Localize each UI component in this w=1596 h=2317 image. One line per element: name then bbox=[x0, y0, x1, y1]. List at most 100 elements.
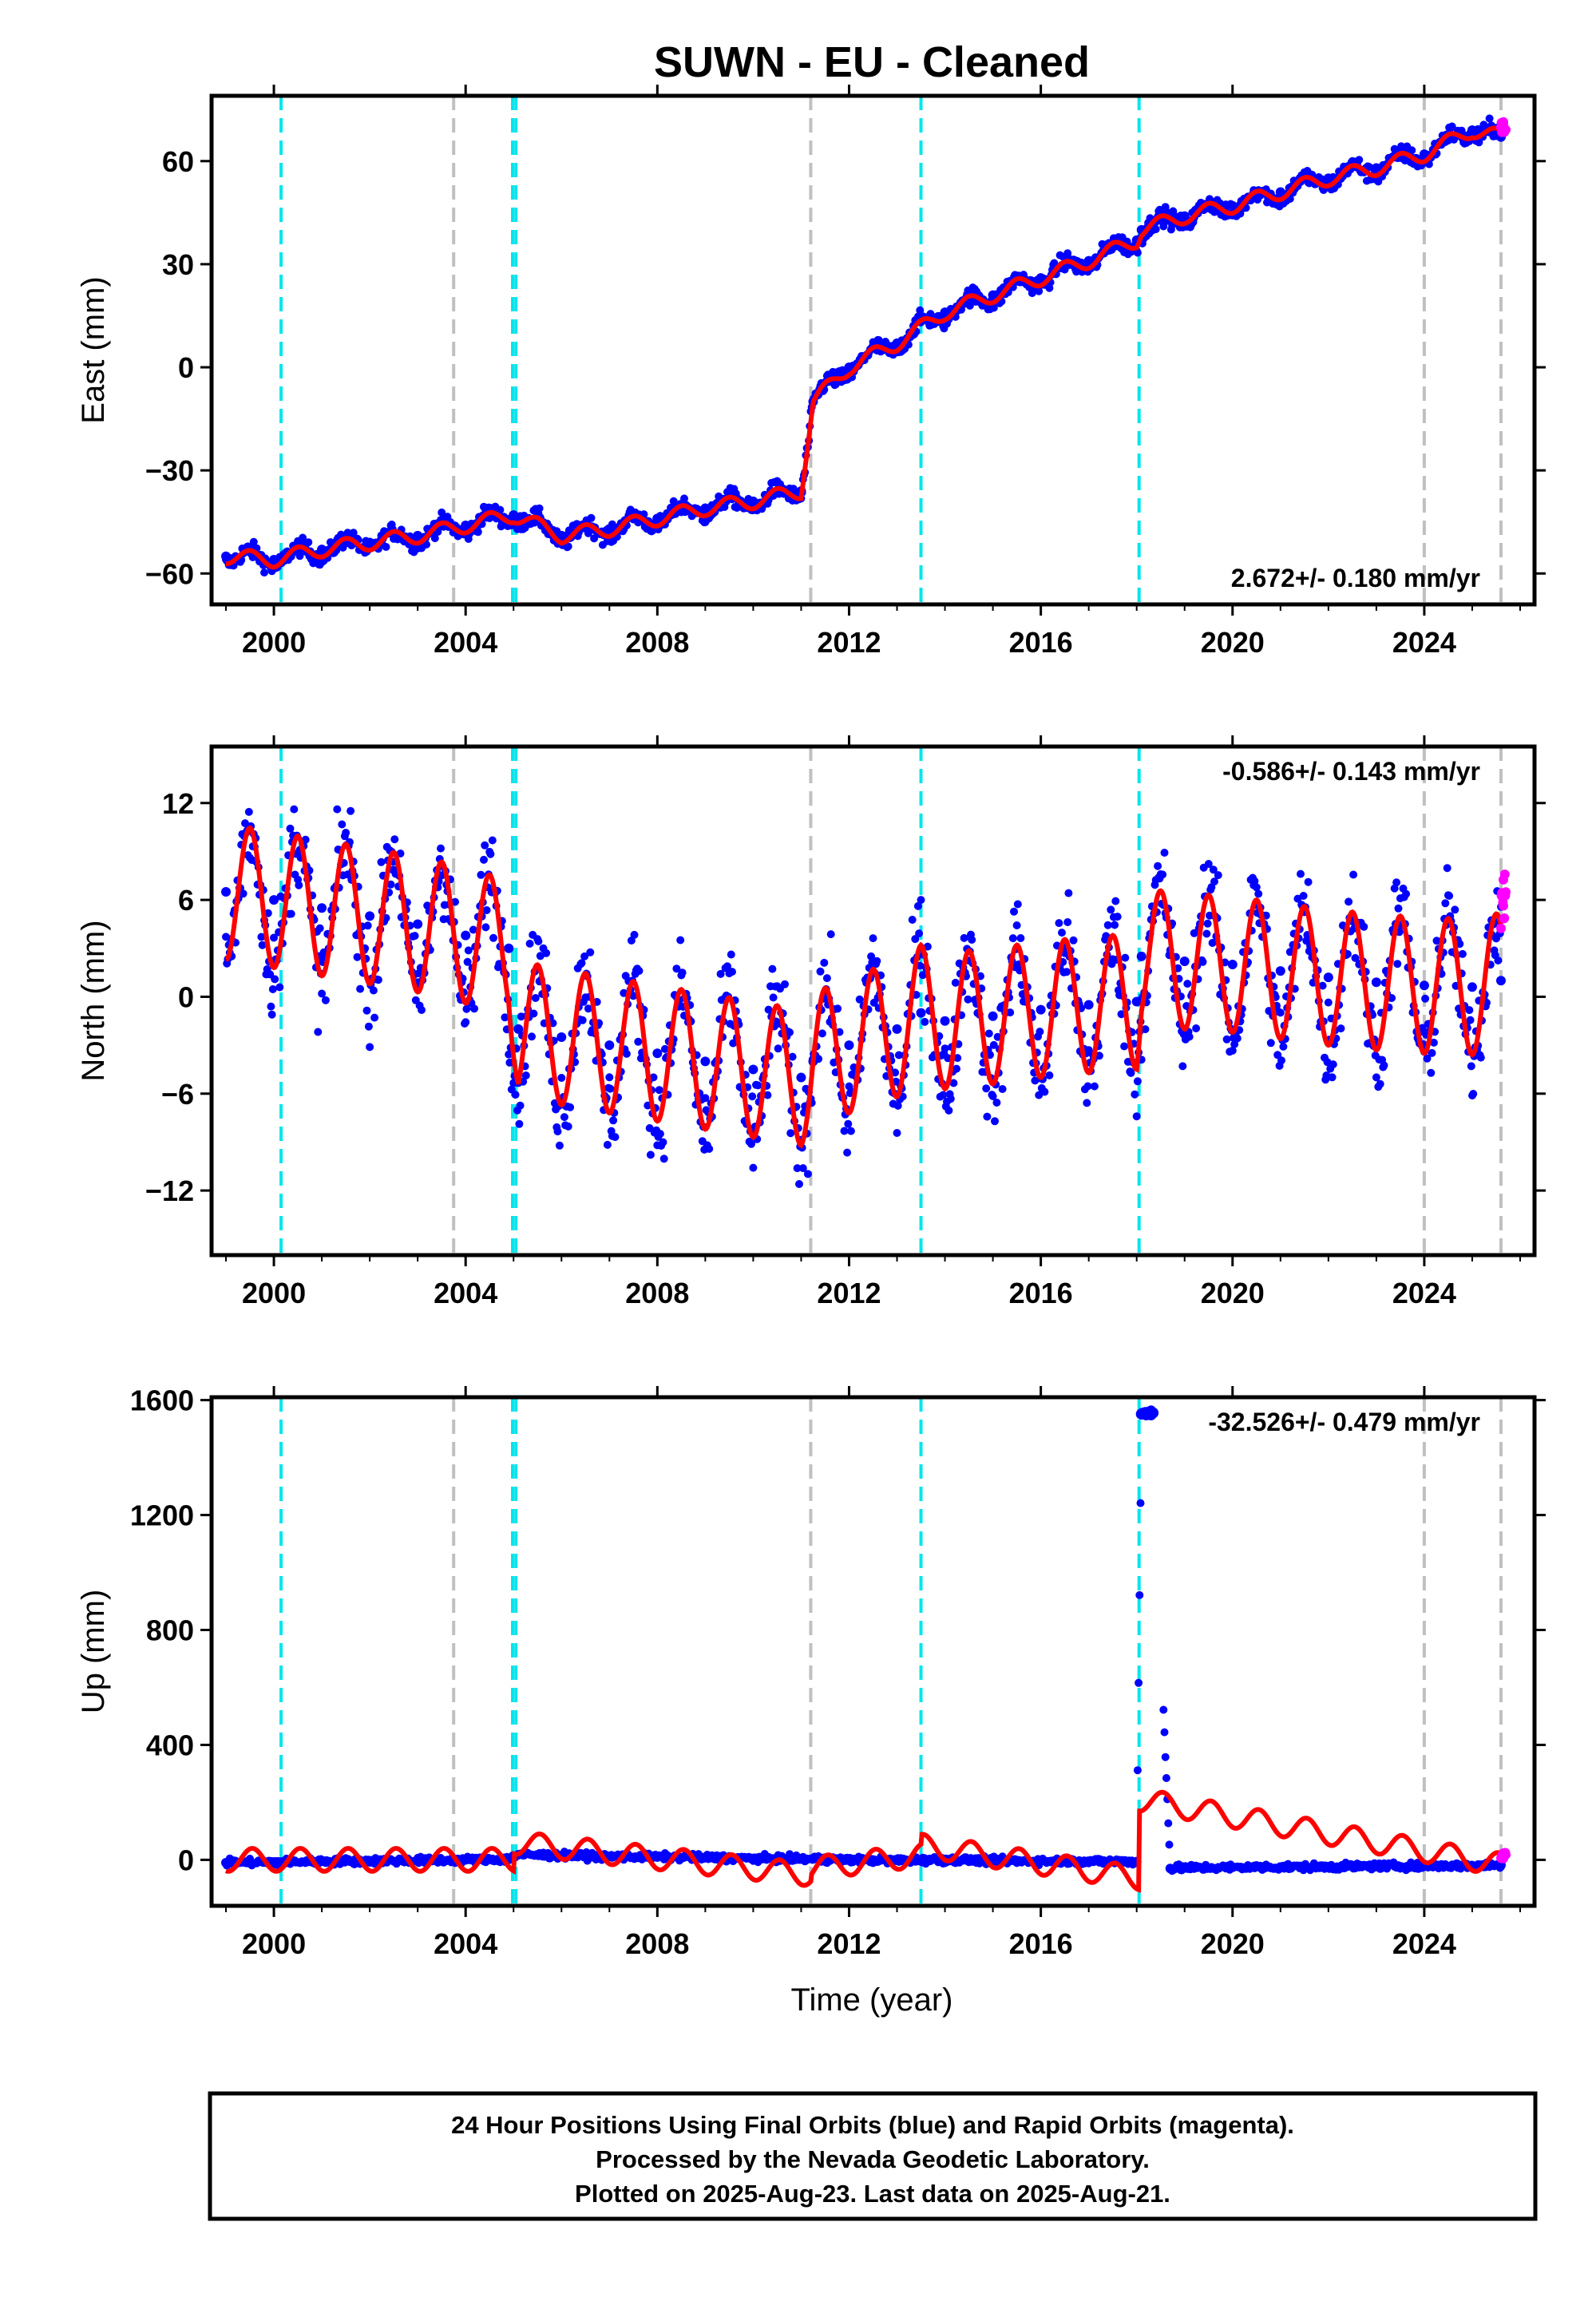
final-point bbox=[1275, 187, 1285, 197]
final-point bbox=[892, 1856, 902, 1866]
y-axis-label: Up (mm) bbox=[76, 1590, 111, 1714]
x-tick-label: 2020 bbox=[1201, 1277, 1265, 1309]
up-panel: 2000 2004 2008 2012 2016 2020 2024 1600 1200 800 4… bbox=[76, 1384, 1546, 1960]
final-point bbox=[1227, 960, 1238, 969]
y-tick-label: −6 bbox=[161, 1078, 194, 1111]
y-tick-label: 0 bbox=[178, 980, 194, 1013]
plot-frame bbox=[209, 1395, 1537, 1908]
y-tick-label: 30 bbox=[162, 248, 194, 281]
y-tick-label: 0 bbox=[178, 351, 194, 384]
final-point bbox=[700, 503, 711, 513]
final-point bbox=[221, 887, 232, 897]
rate-label: 2.672+/- 0.180 mm/yr bbox=[1231, 564, 1480, 592]
y-tick-label: 0 bbox=[178, 1844, 194, 1876]
x-tick-label: 2024 bbox=[1392, 1277, 1456, 1309]
footer-line-3: Plotted on 2025-Aug-23. Last data on 202… bbox=[575, 2180, 1170, 2208]
footer-box: 24 Hour Positions Using Final Orbits (bl… bbox=[208, 2091, 1538, 2221]
final-point bbox=[269, 895, 279, 905]
final-point bbox=[1275, 966, 1285, 976]
data-area bbox=[221, 805, 1511, 1188]
final-point bbox=[1323, 173, 1333, 184]
x-tick-label: 2000 bbox=[242, 1927, 306, 1960]
y-tick-label: −30 bbox=[145, 454, 194, 487]
rapid-point bbox=[1495, 923, 1506, 933]
final-point bbox=[365, 537, 375, 548]
final-point bbox=[700, 1852, 711, 1863]
final-point bbox=[1179, 956, 1190, 966]
final-point bbox=[461, 1855, 471, 1865]
final-point bbox=[1227, 200, 1238, 211]
north-panel: 2000 2004 2008 2012 2016 2020 2024 12 6 0 −6 −12 Nor… bbox=[76, 735, 1546, 1309]
y-tick-label: 6 bbox=[178, 884, 194, 917]
y-tick-label: 1200 bbox=[130, 1499, 194, 1532]
rapid-point bbox=[1500, 887, 1511, 897]
x-tick-label: 2024 bbox=[1392, 626, 1456, 659]
final-point bbox=[988, 1011, 998, 1021]
final-point bbox=[1131, 996, 1142, 1007]
final-point bbox=[652, 513, 663, 524]
final-point bbox=[1371, 1861, 1381, 1871]
x-tick-label: 2004 bbox=[434, 1927, 497, 1960]
x-tick-label: 2008 bbox=[625, 1277, 689, 1309]
final-point bbox=[652, 1852, 663, 1862]
rapid-point bbox=[1499, 913, 1510, 923]
data-area bbox=[221, 1405, 1511, 1893]
final-point bbox=[1179, 1863, 1190, 1873]
x-tick-label: 2020 bbox=[1201, 626, 1265, 659]
final-point bbox=[461, 521, 471, 531]
final-positions-markers bbox=[222, 114, 1505, 577]
final-point bbox=[1371, 977, 1381, 988]
data-area bbox=[221, 114, 1511, 577]
final-point bbox=[1323, 1862, 1333, 1872]
y-tick-label: 12 bbox=[162, 787, 194, 820]
chart-title: SUWN - EU - Cleaned bbox=[654, 38, 1090, 86]
final-point bbox=[461, 930, 471, 941]
final-point bbox=[844, 362, 854, 373]
final-point bbox=[700, 1056, 711, 1067]
model-fit-line bbox=[226, 125, 1503, 570]
final-point bbox=[556, 1032, 567, 1042]
model-fit-line bbox=[224, 1789, 1503, 1893]
final-outlier bbox=[1147, 1407, 1159, 1419]
final-point bbox=[604, 1040, 615, 1051]
y-tick-label: 60 bbox=[162, 145, 194, 178]
final-point bbox=[413, 1856, 423, 1866]
final-point bbox=[796, 1854, 806, 1864]
final-point bbox=[1036, 273, 1046, 283]
final-point bbox=[940, 1016, 950, 1026]
rate-label: -0.586+/- 0.143 mm/yr bbox=[1222, 757, 1480, 786]
x-tick-label: 2012 bbox=[817, 1277, 881, 1309]
x-tick-label: 2020 bbox=[1201, 1927, 1265, 1960]
y-tick-label: −12 bbox=[145, 1174, 194, 1207]
final-point bbox=[365, 1856, 375, 1866]
x-tick-label: 2008 bbox=[625, 626, 689, 659]
x-tick-label: 2008 bbox=[625, 1927, 689, 1960]
plot-frame bbox=[209, 744, 1537, 1258]
final-point bbox=[1467, 982, 1477, 992]
final-point bbox=[1036, 1856, 1046, 1866]
x-tick-label: 2004 bbox=[434, 626, 497, 659]
final-point bbox=[413, 919, 423, 929]
x-tick-label: 2004 bbox=[434, 1277, 497, 1309]
final-point bbox=[748, 496, 758, 506]
final-point bbox=[1165, 1864, 1175, 1874]
final-point bbox=[892, 1024, 902, 1034]
plot-frame bbox=[209, 93, 1537, 607]
x-tick-label: 2016 bbox=[1009, 1277, 1073, 1309]
final-point bbox=[1419, 980, 1429, 991]
x-tick-label: 2016 bbox=[1009, 626, 1073, 659]
final-point bbox=[513, 1024, 524, 1034]
final-point bbox=[413, 530, 423, 541]
final-point bbox=[748, 1853, 758, 1864]
east-panel: 2000 2004 2008 2012 2016 2020 2024 60 30 0 −30 −60 E… bbox=[76, 85, 1546, 659]
final-point bbox=[1275, 1862, 1285, 1872]
final-point bbox=[1467, 125, 1477, 136]
final-point bbox=[504, 943, 514, 953]
y-tick-label: 400 bbox=[146, 1729, 194, 1761]
final-point bbox=[1179, 211, 1190, 221]
rapid-point bbox=[1499, 869, 1510, 880]
final-point bbox=[1419, 149, 1429, 160]
rapid-point bbox=[1500, 125, 1511, 135]
final-point bbox=[317, 1856, 327, 1867]
